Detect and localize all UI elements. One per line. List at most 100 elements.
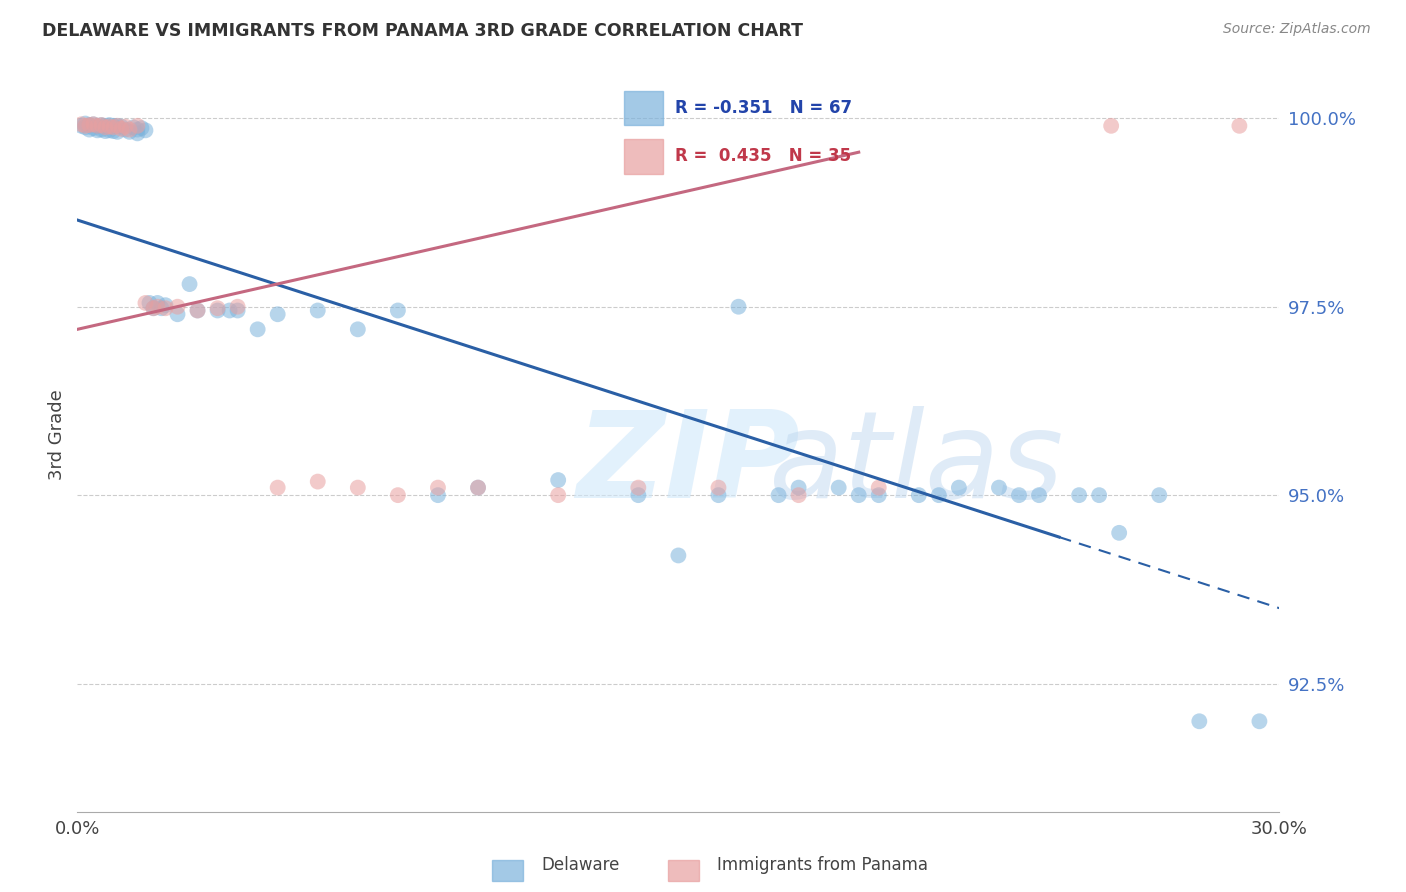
Point bbox=[82, 117, 104, 131]
Point bbox=[155, 301, 177, 316]
Point bbox=[307, 475, 329, 489]
Point bbox=[103, 120, 125, 135]
Point bbox=[707, 481, 730, 495]
Point bbox=[127, 119, 149, 133]
Point bbox=[467, 481, 489, 495]
Point bbox=[90, 122, 112, 136]
Point bbox=[1069, 488, 1091, 502]
Point bbox=[146, 300, 169, 314]
Point bbox=[467, 481, 489, 495]
Point bbox=[75, 120, 97, 135]
Point bbox=[118, 125, 141, 139]
Text: R = -0.351   N = 67: R = -0.351 N = 67 bbox=[675, 99, 852, 117]
Point bbox=[1188, 714, 1211, 729]
Point bbox=[107, 119, 129, 133]
Point bbox=[98, 123, 121, 137]
Point bbox=[267, 481, 290, 495]
Point bbox=[134, 123, 156, 137]
Point bbox=[547, 473, 569, 487]
Point bbox=[787, 481, 810, 495]
Point bbox=[103, 124, 125, 138]
Point bbox=[86, 119, 108, 133]
Point bbox=[134, 296, 156, 310]
Point bbox=[427, 488, 450, 502]
Point bbox=[848, 488, 870, 502]
Bar bbox=[624, 139, 664, 174]
Text: Source: ZipAtlas.com: Source: ZipAtlas.com bbox=[1223, 22, 1371, 37]
Point bbox=[948, 481, 970, 495]
Point bbox=[347, 481, 370, 495]
Point bbox=[1249, 714, 1271, 729]
Point bbox=[627, 488, 650, 502]
Point bbox=[166, 307, 188, 321]
Point bbox=[142, 301, 165, 316]
Point bbox=[868, 481, 890, 495]
Point bbox=[307, 303, 329, 318]
Point bbox=[727, 300, 749, 314]
Point bbox=[226, 300, 249, 314]
Point bbox=[131, 121, 153, 136]
Point bbox=[928, 488, 950, 502]
Text: DELAWARE VS IMMIGRANTS FROM PANAMA 3RD GRADE CORRELATION CHART: DELAWARE VS IMMIGRANTS FROM PANAMA 3RD G… bbox=[42, 22, 803, 40]
Point bbox=[82, 117, 104, 131]
Point bbox=[79, 118, 101, 132]
Point bbox=[218, 303, 240, 318]
Point bbox=[207, 301, 229, 316]
Point bbox=[707, 488, 730, 502]
Point bbox=[86, 123, 108, 137]
Point bbox=[79, 118, 101, 132]
Text: Immigrants from Panama: Immigrants from Panama bbox=[717, 856, 928, 874]
Point bbox=[86, 119, 108, 133]
Point bbox=[427, 481, 450, 495]
Point bbox=[1149, 488, 1171, 502]
Point bbox=[142, 301, 165, 316]
Text: atlas: atlas bbox=[769, 407, 1064, 524]
Point bbox=[166, 300, 188, 314]
Point bbox=[1008, 488, 1031, 502]
Point bbox=[627, 481, 650, 495]
Point bbox=[868, 488, 890, 502]
Point bbox=[387, 303, 409, 318]
Point bbox=[127, 122, 149, 136]
Point bbox=[127, 127, 149, 141]
Point bbox=[94, 119, 117, 133]
Point bbox=[114, 120, 136, 134]
Point bbox=[179, 277, 201, 291]
Point bbox=[118, 122, 141, 136]
Point bbox=[207, 303, 229, 318]
Bar bbox=[624, 91, 664, 126]
Point bbox=[187, 303, 209, 318]
Point bbox=[146, 296, 169, 310]
Point bbox=[94, 124, 117, 138]
Point bbox=[103, 119, 125, 133]
Point bbox=[988, 481, 1011, 495]
Point bbox=[82, 121, 104, 136]
Point bbox=[387, 488, 409, 502]
Point bbox=[110, 120, 132, 134]
Point bbox=[75, 117, 97, 131]
Text: Delaware: Delaware bbox=[541, 856, 620, 874]
Text: R =  0.435   N = 35: R = 0.435 N = 35 bbox=[675, 147, 851, 165]
Point bbox=[90, 118, 112, 132]
Point bbox=[114, 122, 136, 136]
Point bbox=[267, 307, 290, 321]
Point bbox=[787, 488, 810, 502]
Point bbox=[70, 119, 93, 133]
Point bbox=[187, 303, 209, 318]
Point bbox=[668, 549, 690, 563]
Point bbox=[226, 303, 249, 318]
Point bbox=[1099, 119, 1122, 133]
Point bbox=[107, 119, 129, 133]
Point bbox=[347, 322, 370, 336]
Point bbox=[155, 298, 177, 312]
Text: ZIP: ZIP bbox=[576, 407, 800, 524]
Y-axis label: 3rd Grade: 3rd Grade bbox=[48, 390, 66, 480]
Point bbox=[246, 322, 269, 336]
Point bbox=[138, 296, 160, 310]
Point bbox=[768, 488, 790, 502]
Point bbox=[150, 301, 173, 316]
Point bbox=[828, 481, 851, 495]
Point bbox=[1229, 119, 1251, 133]
Point bbox=[908, 488, 931, 502]
Point bbox=[79, 122, 101, 136]
